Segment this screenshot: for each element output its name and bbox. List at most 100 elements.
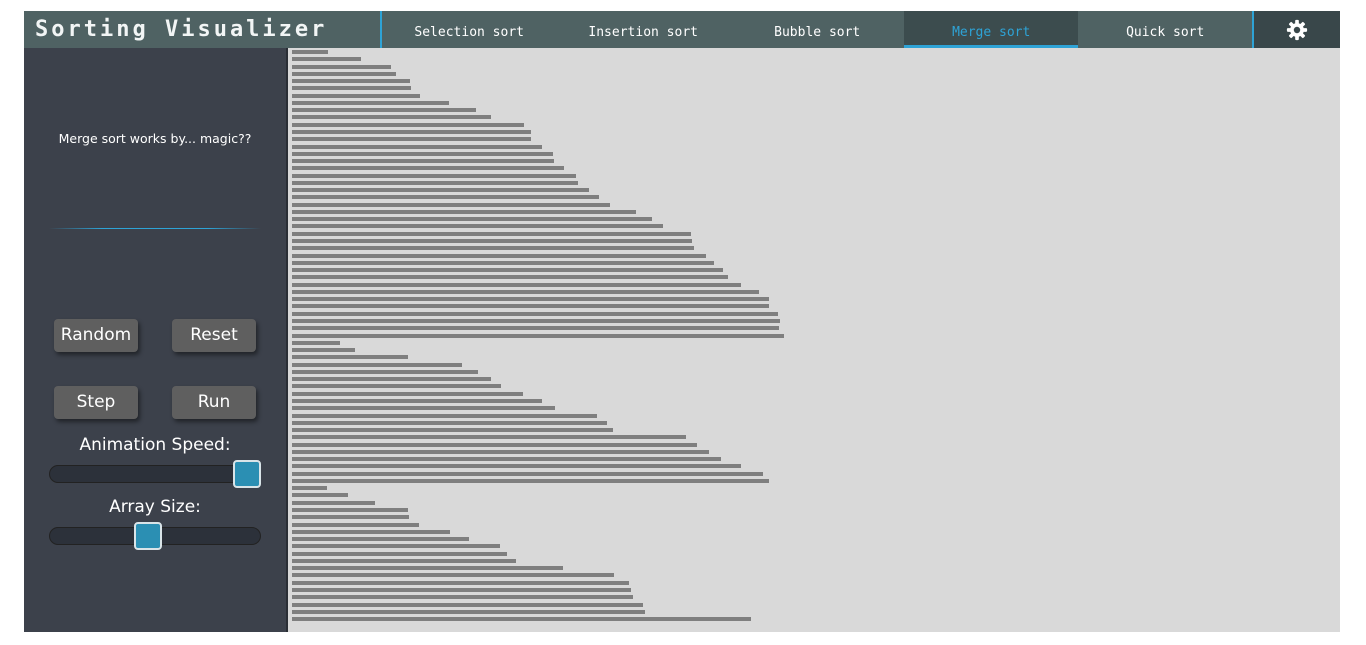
array-bar — [292, 377, 491, 382]
array-bar — [292, 384, 501, 389]
array-bar — [292, 275, 728, 280]
array-bar — [292, 311, 778, 316]
array-bar — [292, 522, 419, 527]
array-bar — [292, 318, 780, 323]
array-bar — [292, 515, 409, 520]
array-bar — [292, 268, 723, 273]
array-bar — [292, 529, 450, 534]
array-visualization — [288, 48, 1340, 632]
array-bar — [292, 173, 576, 178]
array-bar — [292, 333, 784, 338]
array-bar — [292, 151, 553, 156]
array-bar — [292, 449, 709, 454]
array-bar — [292, 57, 361, 62]
array-bar — [292, 209, 636, 214]
array-bar — [292, 108, 476, 113]
array-bar — [292, 391, 523, 396]
animation-speed-thumb[interactable] — [233, 460, 261, 488]
array-bar — [292, 406, 555, 411]
gear-icon — [1287, 19, 1308, 40]
array-bar — [292, 188, 589, 193]
app-window: Sorting Visualizer Selection sort Insert… — [24, 11, 1340, 632]
control-panel: Merge sort works by... magic?? Random Re… — [24, 48, 286, 632]
reset-button[interactable]: Reset — [172, 319, 256, 352]
array-bar — [292, 369, 478, 374]
panel-divider — [286, 48, 288, 632]
array-bar — [292, 537, 469, 542]
array-bar — [292, 115, 491, 120]
array-bar — [292, 129, 531, 134]
array-bar — [292, 260, 714, 265]
top-nav-bar: Sorting Visualizer Selection sort Insert… — [24, 11, 1340, 48]
algorithm-tabs: Selection sort Insertion sort Bubble sor… — [380, 11, 1252, 48]
array-bar — [292, 289, 759, 294]
array-size-label: Array Size: — [109, 497, 201, 517]
array-bar — [292, 217, 652, 222]
array-bar — [292, 282, 741, 287]
array-bar — [292, 180, 578, 185]
array-bar — [292, 544, 500, 549]
array-bar — [292, 580, 629, 585]
array-size-slider[interactable] — [49, 522, 261, 550]
animation-speed-label: Animation Speed: — [79, 435, 231, 455]
sidebar-divider — [49, 228, 261, 229]
tab-merge-sort[interactable]: Merge sort — [904, 11, 1079, 48]
array-bar — [292, 435, 686, 440]
array-bar — [292, 617, 751, 622]
array-bar — [292, 471, 763, 476]
algorithm-description: Merge sort works by... magic?? — [58, 131, 252, 146]
array-bar — [292, 326, 779, 331]
tab-insertion-sort[interactable]: Insertion sort — [588, 25, 698, 40]
run-button[interactable]: Run — [172, 386, 256, 419]
array-bar — [292, 595, 633, 600]
settings-button[interactable] — [1252, 11, 1340, 48]
array-bar — [292, 464, 741, 469]
array-bar — [292, 231, 691, 236]
array-bar — [292, 166, 564, 171]
array-bar — [292, 93, 420, 98]
array-bar — [292, 428, 613, 433]
tab-quick-sort[interactable]: Quick sort — [1126, 25, 1205, 40]
array-bar — [292, 50, 328, 54]
array-bar — [292, 558, 516, 563]
array-bar — [292, 71, 396, 76]
array-bar — [292, 587, 631, 592]
array-bar — [292, 500, 375, 505]
array-bar — [292, 304, 769, 309]
tab-bubble-sort[interactable]: Bubble sort — [774, 25, 861, 40]
array-bar — [292, 340, 340, 345]
array-bar — [292, 355, 408, 360]
array-bar — [292, 64, 391, 69]
array-size-thumb[interactable] — [133, 522, 162, 550]
array-bar — [292, 442, 697, 447]
array-bar — [292, 159, 554, 164]
array-bar — [292, 457, 721, 462]
random-button[interactable]: Random — [54, 319, 138, 352]
app-title: Sorting Visualizer — [35, 17, 328, 42]
array-bar — [292, 566, 563, 571]
array-bar — [292, 100, 449, 105]
array-bar — [292, 551, 507, 556]
array-bar — [292, 398, 542, 403]
array-bar — [292, 79, 410, 84]
array-bar — [292, 478, 769, 483]
array-bar — [292, 602, 643, 607]
array-bar — [292, 253, 706, 258]
array-bar — [292, 362, 462, 367]
tab-selection-sort[interactable]: Selection sort — [414, 25, 524, 40]
array-bar — [292, 420, 607, 425]
array-bar — [292, 195, 599, 200]
array-bar — [292, 144, 542, 149]
array-bar — [292, 508, 408, 512]
step-button[interactable]: Step — [54, 386, 138, 419]
array-bar — [292, 486, 327, 491]
array-bar — [292, 224, 663, 229]
array-bar — [292, 609, 645, 614]
array-bar — [292, 413, 597, 418]
array-bar — [292, 297, 769, 302]
array-bar — [292, 573, 614, 578]
animation-speed-slider[interactable] — [49, 460, 261, 488]
array-bar — [292, 348, 355, 353]
array-bar — [292, 137, 531, 142]
array-bar — [292, 122, 524, 127]
